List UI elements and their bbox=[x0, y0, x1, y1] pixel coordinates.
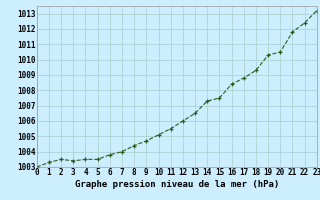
X-axis label: Graphe pression niveau de la mer (hPa): Graphe pression niveau de la mer (hPa) bbox=[75, 180, 279, 189]
